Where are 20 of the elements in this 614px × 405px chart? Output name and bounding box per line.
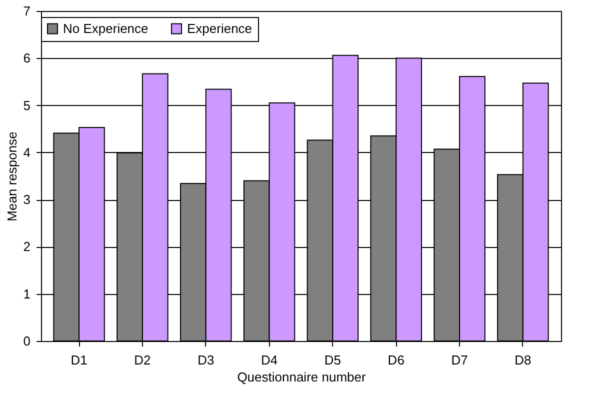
y-axis-title: Mean response [4, 132, 20, 222]
y-tick-label: 0 [23, 334, 30, 348]
y-tick-label: 3 [23, 192, 30, 208]
x-tick-label: D4 [260, 352, 278, 368]
x-tick-label: D7 [451, 352, 468, 368]
y-tick-label: 1 [23, 286, 30, 302]
y-tick-label: 6 [23, 50, 30, 66]
x-tick-label: D5 [324, 352, 342, 368]
legend-label: No Experience [63, 20, 148, 36]
y-tick-label: 2 [23, 239, 30, 254]
y-tick-label: 5 [23, 98, 30, 113]
legend-label: Experience [187, 20, 252, 36]
x-axis-title: Questionnaire number [237, 370, 366, 384]
y-tick-label: 7 [23, 4, 30, 18]
y-tick-label: 4 [23, 144, 30, 160]
x-tick-label: D3 [198, 352, 214, 368]
x-tick-label: D6 [388, 352, 404, 368]
x-tick-label: D1 [70, 352, 88, 368]
x-tick-label: D2 [134, 352, 151, 368]
x-tick-label: D8 [514, 352, 532, 368]
